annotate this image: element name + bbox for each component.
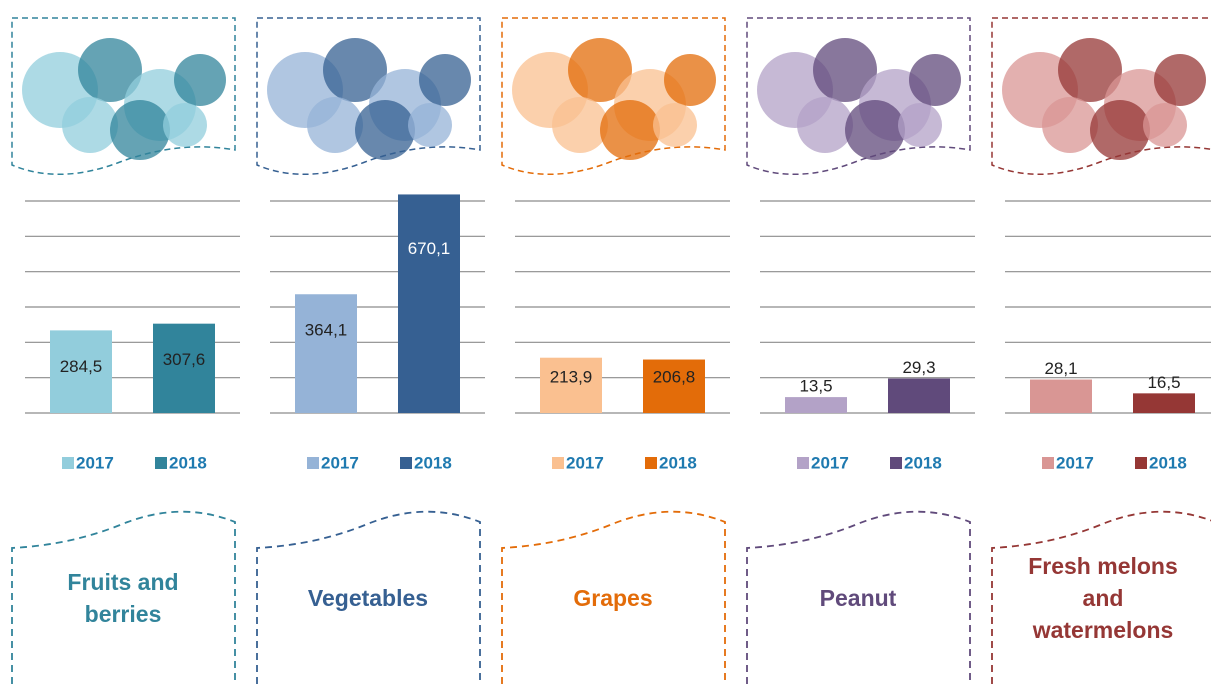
legend-label: 2017	[1056, 453, 1094, 472]
legend-swatch	[62, 457, 74, 469]
legend-label: 2018	[414, 453, 452, 472]
category-label: Peanut	[820, 585, 897, 611]
value-label: 206,8	[653, 367, 696, 386]
bar	[1030, 379, 1092, 413]
produce-illustration	[797, 97, 853, 153]
produce-illustration	[813, 38, 877, 102]
bar	[50, 330, 112, 413]
produce-illustration	[653, 103, 697, 147]
bar	[398, 194, 460, 413]
category-label-line: watermelons	[1032, 617, 1174, 643]
image-frame	[746, 17, 971, 176]
legend-label: 2017	[811, 453, 849, 472]
produce-illustration	[110, 100, 170, 160]
bar	[540, 357, 602, 413]
produce-illustration	[307, 97, 363, 153]
category-label-line: and	[1083, 585, 1124, 611]
produce-illustration	[78, 38, 142, 102]
produce-illustration	[355, 100, 415, 160]
legend-label: 2018	[659, 453, 697, 472]
produce-illustration	[664, 54, 716, 106]
category-label: Grapes	[573, 585, 652, 611]
legend-label: 2017	[566, 453, 604, 472]
produce-illustration	[1154, 54, 1206, 106]
legend-swatch	[307, 457, 319, 469]
produce-illustration	[419, 54, 471, 106]
produce-illustration	[600, 100, 660, 160]
label-frame	[501, 510, 726, 684]
category-label-line: Fresh melons	[1028, 553, 1178, 579]
legend-swatch	[552, 457, 564, 469]
label-frame	[746, 510, 971, 684]
legend-label: 2017	[76, 453, 114, 472]
produce-illustration	[62, 97, 118, 153]
label-frame	[11, 510, 236, 684]
legend-label: 2018	[904, 453, 942, 472]
produce-illustration	[163, 103, 207, 147]
legend-swatch	[400, 457, 412, 469]
category-label: Fruits and berries	[67, 569, 178, 627]
bar	[153, 323, 215, 413]
value-label: 29,3	[902, 358, 935, 377]
value-label: 670,1	[408, 239, 451, 258]
value-label: 307,6	[163, 350, 206, 369]
value-label: 213,9	[550, 367, 593, 386]
bar	[785, 397, 847, 413]
image-frame	[11, 17, 236, 176]
legend-label: 2018	[169, 453, 207, 472]
category-label: Fresh melons and watermelons	[1028, 553, 1178, 643]
legend-swatch	[890, 457, 902, 469]
produce-illustration	[1143, 103, 1187, 147]
label-frame	[256, 510, 481, 684]
produce-illustration	[1058, 38, 1122, 102]
produce-illustration	[174, 54, 226, 106]
produce-illustration	[323, 38, 387, 102]
produce-illustration	[552, 97, 608, 153]
produce-illustration	[568, 38, 632, 102]
produce-illustration	[408, 103, 452, 147]
bar	[295, 294, 357, 413]
legend-swatch	[645, 457, 657, 469]
image-frame	[256, 17, 481, 176]
bar	[643, 359, 705, 413]
produce-illustration	[1090, 100, 1150, 160]
produce-illustration	[845, 100, 905, 160]
category-label-line: berries	[85, 601, 162, 627]
legend-swatch	[155, 457, 167, 469]
legend-swatch	[1135, 457, 1147, 469]
value-label: 364,1	[305, 321, 348, 340]
value-label: 284,5	[60, 357, 103, 376]
value-label: 16,5	[1147, 373, 1180, 392]
bar	[1133, 393, 1195, 413]
label-frame	[991, 510, 1211, 684]
legend-swatch	[1042, 457, 1054, 469]
legend-label: 2018	[1149, 453, 1187, 472]
category-label: Vegetables	[308, 585, 428, 611]
category-label-line: Fruits and	[67, 569, 178, 595]
image-frame	[991, 17, 1211, 176]
bar	[888, 378, 950, 413]
legend-label: 2017	[321, 453, 359, 472]
produce-illustration	[1042, 97, 1098, 153]
value-label: 13,5	[799, 377, 832, 396]
produce-illustration	[909, 54, 961, 106]
value-label: 28,1	[1044, 359, 1077, 378]
legend-swatch	[797, 457, 809, 469]
produce-illustration	[898, 103, 942, 147]
image-frame	[501, 17, 726, 176]
